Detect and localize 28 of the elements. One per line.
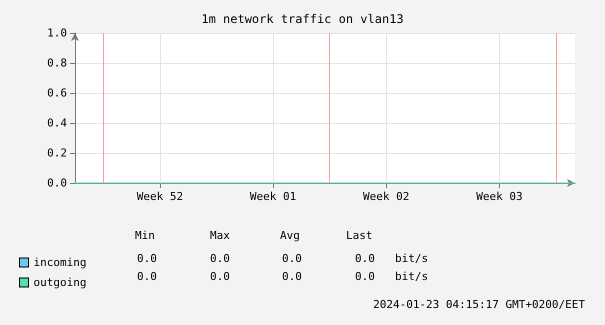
- x-tick-label: Week 52: [136, 190, 184, 203]
- text: 0.0: [355, 270, 375, 283]
- text: 2024-01-23 04:15:17 GMT+0200/EET: [373, 298, 586, 311]
- y-tick-label: 0.2: [47, 146, 67, 160]
- text: Max: [210, 229, 230, 242]
- text: bit/s: [395, 270, 428, 283]
- y-tick-label: 0.8: [47, 56, 67, 70]
- text: 0.0: [282, 270, 302, 283]
- text: 0.0: [355, 252, 375, 265]
- y-tick-label: 0.0: [47, 176, 67, 190]
- text: bit/s: [395, 252, 428, 265]
- y-tick-label: 0.4: [47, 116, 68, 130]
- x-tick-label: Week 03: [476, 190, 523, 203]
- y-tick-label: 0.6: [47, 86, 67, 100]
- chart-title: 1m network traffic on vlan13: [201, 12, 404, 26]
- legend-label: outgoing: [34, 276, 86, 289]
- legend-label: incoming: [34, 256, 86, 269]
- x-tick-label: Week 02: [363, 190, 410, 203]
- text: Avg: [280, 229, 300, 242]
- y-tick-label: 1.0: [47, 26, 67, 40]
- text: 0.0: [282, 252, 302, 265]
- text: 0.0: [137, 270, 157, 283]
- text: Last: [346, 229, 372, 242]
- x-tick-label: Week 01: [250, 190, 296, 203]
- text: 0.0: [210, 252, 230, 265]
- text: 0.0: [210, 270, 230, 283]
- text: Min: [135, 229, 155, 242]
- text: 0.0: [137, 252, 157, 265]
